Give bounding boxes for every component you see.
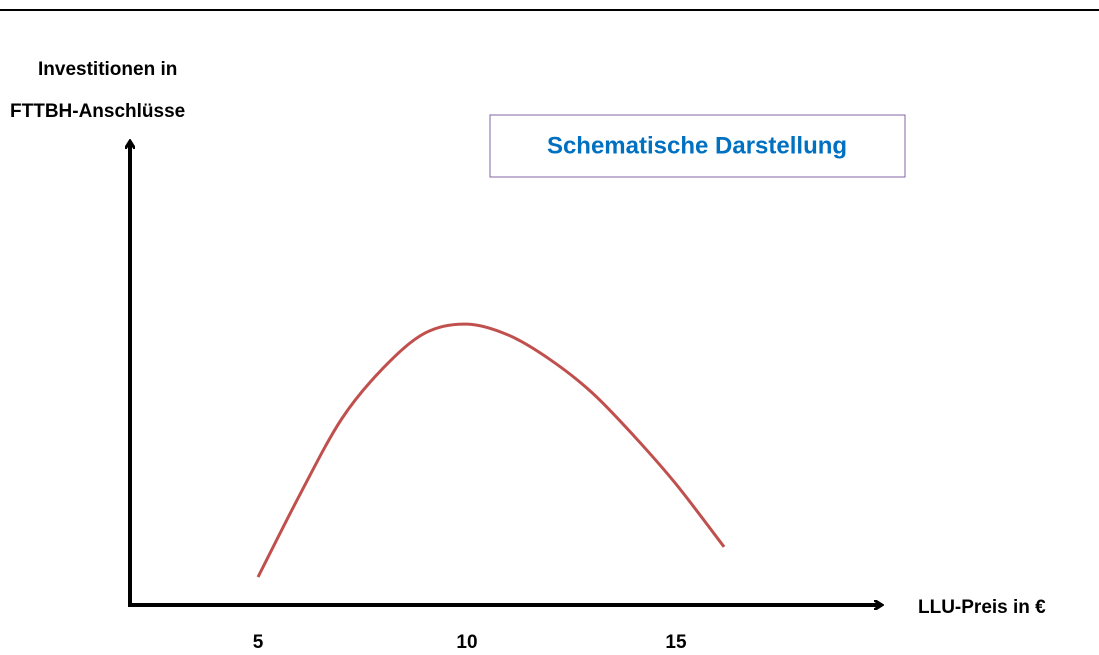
y-axis-label: Investitionen in bbox=[38, 59, 177, 80]
x-tick-label: 10 bbox=[456, 632, 477, 653]
y-axis-label: FTTBH-Anschlüsse bbox=[10, 101, 185, 122]
x-axis-label: LLU-Preis in € bbox=[918, 597, 1046, 618]
annotation: Schematische Darstellung bbox=[547, 132, 847, 159]
annotation-box bbox=[489, 114, 906, 178]
curve bbox=[256, 322, 726, 578]
x-tick-label: 15 bbox=[665, 632, 687, 653]
x-tick-label: 5 bbox=[253, 632, 264, 653]
